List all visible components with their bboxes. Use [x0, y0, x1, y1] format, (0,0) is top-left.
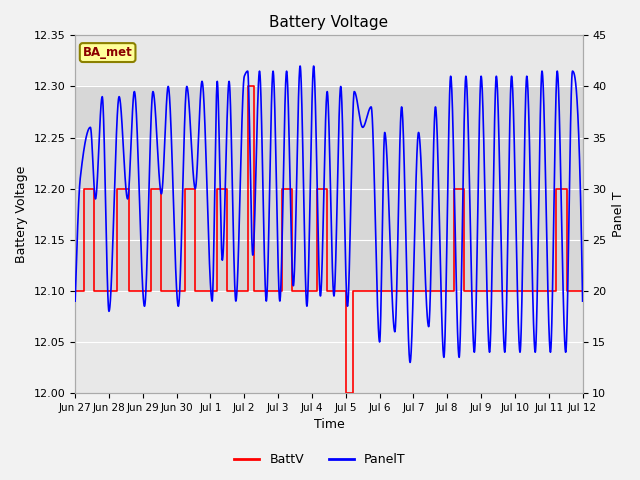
Y-axis label: Battery Voltage: Battery Voltage [15, 166, 28, 263]
Y-axis label: Panel T: Panel T [612, 192, 625, 237]
Bar [75, 86, 582, 291]
Text: BA_met: BA_met [83, 46, 132, 59]
Legend: BattV, PanelT: BattV, PanelT [229, 448, 411, 471]
Title: Battery Voltage: Battery Voltage [269, 15, 388, 30]
X-axis label: Time: Time [314, 419, 344, 432]
